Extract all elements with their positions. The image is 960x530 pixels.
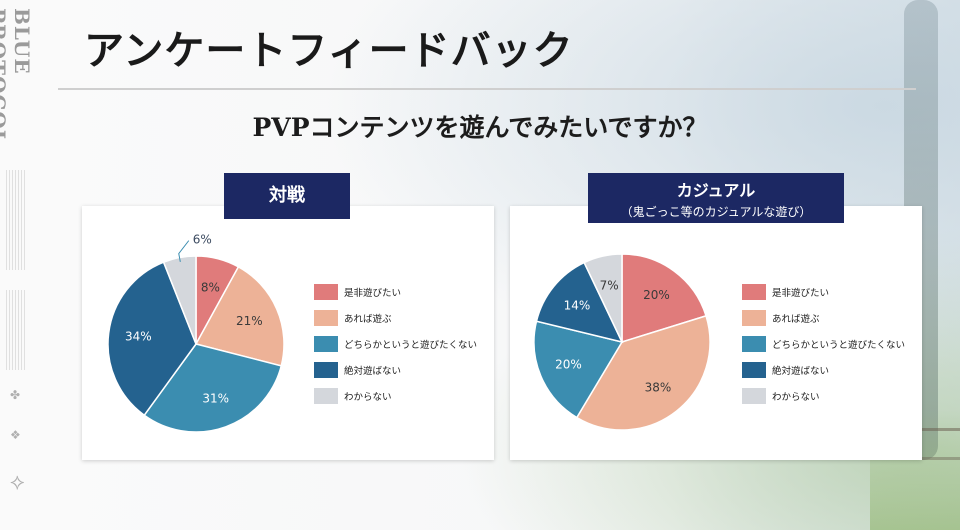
legend-swatch [314,388,338,404]
background-fence [900,428,960,460]
legend-label: 是非遊びたい [344,288,402,299]
pie-slice [583,253,623,343]
legend-label: 絶対遊ばない [344,366,402,377]
legend-swatch [742,310,766,326]
legend-label: 是非遊びたい [772,288,830,299]
pie-slice [575,314,711,431]
crest-icon: ✤ [10,388,21,402]
pie-slice [621,253,707,344]
emblem-icon: ❖ [10,428,21,442]
chart-panel-battle: 8% 21% 31% 34% 6% 是非遊びたい あれば遊ぶ どちらかというと遊びたくな… [82,206,494,460]
legend-swatch [742,284,766,300]
legend-label: あれば遊ぶ [344,314,392,325]
brand-mark-icon: ⟡ [10,470,25,495]
chart-title-battle: 対戦 [224,173,350,219]
pie-slice-label: 38% [645,381,672,395]
legend-label: わからない [772,392,820,403]
pie-slice-label: 7% [600,278,619,292]
legend-label: 絶対遊ばない [772,366,830,377]
pie-slice-label: 20% [555,357,582,371]
page-title: アンケートフィードバック [84,27,574,74]
side-decoration-text [6,290,26,370]
legend-label: あれば遊ぶ [772,314,820,325]
chart-title-casual: カジュアル （鬼ごっこ等のカジュアルな遊び） [588,173,844,223]
legend-swatch [314,284,338,300]
legend-label: どちらかというと遊びたくない [344,340,478,351]
pie-slice-label: 8% [201,281,220,295]
title-divider [58,88,916,90]
label-leader-line [178,240,190,262]
legend-label: わからない [344,392,392,403]
legend-label: どちらかというと遊びたくない [772,340,906,351]
pie-slice-label: 14% [564,298,591,312]
pie-slice-label: 20% [643,288,670,302]
legend-swatch [742,362,766,378]
pie-chart-casual: 20% 38% 20% 14% 7% [533,253,711,431]
legend-swatch [314,310,338,326]
pie-slice-label: 34% [125,330,152,344]
legend-swatch [314,362,338,378]
pie-slice [107,261,197,417]
chart-subtitle-casual: （鬼ごっこ等のカジュアルな遊び） [620,205,812,219]
pie-slice-label: 6% [193,233,212,247]
pie-slice [194,265,285,367]
chart-title-casual-main: カジュアル [676,181,756,200]
legend-swatch [742,388,766,404]
chart-panel-casual: 20% 38% 20% 14% 7% 是非遊びたい あれば遊ぶ どちらかというと遊びたく… [510,206,922,460]
legend-swatch [742,336,766,352]
side-decoration-text [6,170,26,270]
survey-question: PVPコンテンツを遊んでみたいですか？ [252,113,708,142]
pie-slice [533,320,624,419]
legend-swatch [314,336,338,352]
pie-slice [143,343,283,433]
pie-slice-label: 21% [236,314,263,328]
pie-chart-battle: 8% 21% 31% 34% 6% [107,233,285,433]
pie-slice-label: 31% [202,392,229,406]
pie-slice [535,261,624,344]
side-logo: BLUE PROTOCOL [0,8,34,145]
